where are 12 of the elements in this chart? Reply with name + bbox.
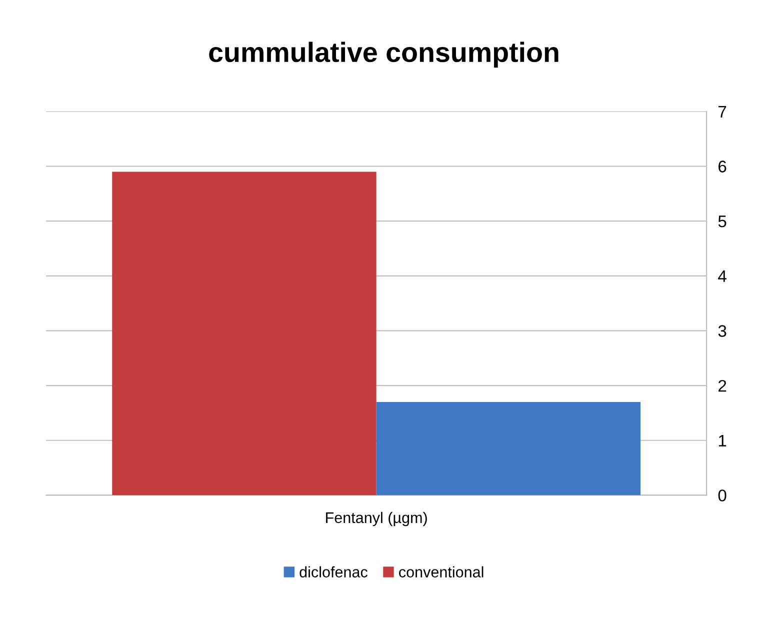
legend-label: conventional: [399, 566, 484, 578]
x-tick-label: Fentanyl (µgm): [326, 512, 427, 526]
y-tick-label: 4: [718, 270, 726, 282]
y-tick-label: 3: [718, 325, 726, 337]
y-tick-label: 7: [718, 106, 726, 118]
legend-label: diclofenac: [300, 566, 368, 578]
y-tick-label: 6: [718, 160, 726, 172]
y-tick-label: 0: [718, 490, 726, 502]
y-tick-label: 2: [718, 380, 726, 392]
chart-title: cummulative consumption: [209, 42, 558, 68]
y-tick-label: 1: [718, 434, 726, 446]
y-tick-label: 5: [718, 216, 726, 228]
